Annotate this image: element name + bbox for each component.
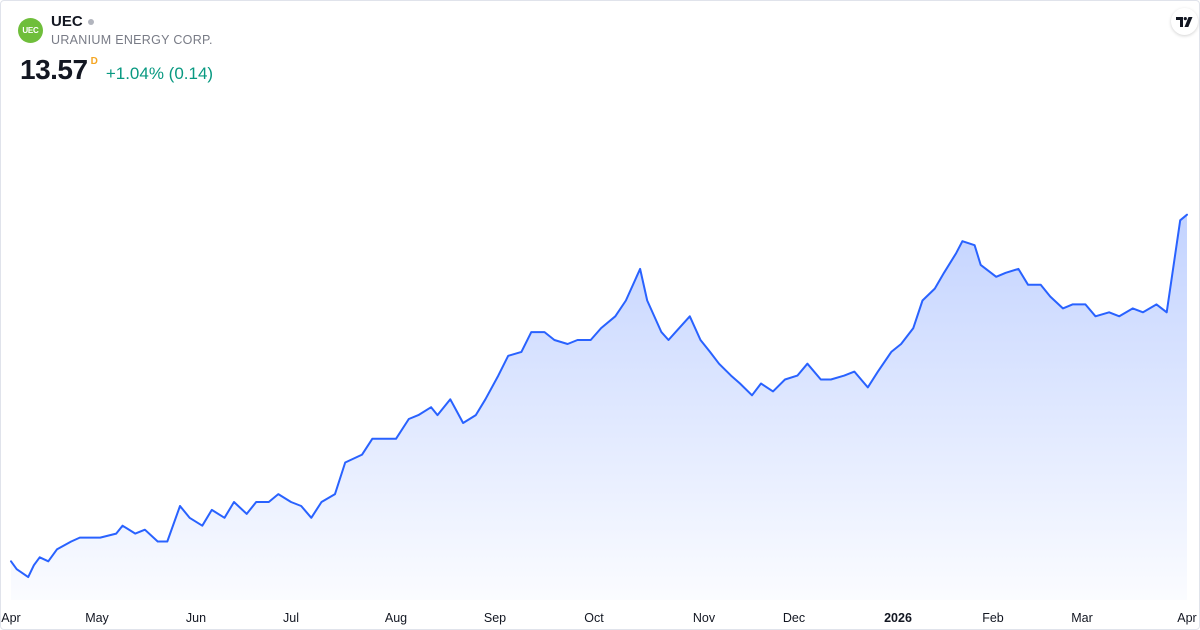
uec-logo-icon: UEC — [18, 18, 43, 43]
ticker-symbol[interactable]: UEC — [51, 13, 83, 30]
x-tick-label: Dec — [783, 611, 805, 625]
x-tick-label: Apr — [1177, 611, 1196, 625]
x-tick-label: Nov — [693, 611, 716, 625]
x-axis: Apr May Jun Jul Aug Sep Oct Nov Dec 2026 Feb Mar Apr — [1, 611, 1196, 625]
price-flag: D — [90, 56, 98, 67]
price-row: 13.57 D +1.04% (0.14) — [20, 54, 213, 86]
x-tick-label: Aug — [385, 611, 407, 625]
symbol-row: UEC — [51, 13, 94, 30]
x-tick-label: Jun — [186, 611, 206, 625]
x-tick-label: Jul — [283, 611, 299, 625]
last-price: 13.57 — [20, 54, 88, 85]
x-tick-label: Oct — [584, 611, 604, 625]
price-area-fill — [11, 214, 1187, 600]
x-tick-label: May — [85, 611, 109, 625]
price-line — [10, 213, 1188, 579]
x-tick-label: Sep — [484, 611, 506, 625]
x-tick-label: Mar — [1071, 611, 1093, 625]
market-status-dot-icon — [87, 19, 94, 25]
tradingview-logo-glyph — [1176, 16, 1193, 27]
x-tick-label: Apr — [1, 611, 20, 625]
x-tick-label: Feb — [982, 611, 1004, 625]
tradingview-logo-icon[interactable] — [1171, 8, 1198, 35]
price-change: +1.04% (0.14) — [105, 64, 214, 83]
company-name: URANIUM ENERGY CORP. — [51, 33, 213, 47]
x-tick-label: 2026 — [884, 611, 912, 625]
